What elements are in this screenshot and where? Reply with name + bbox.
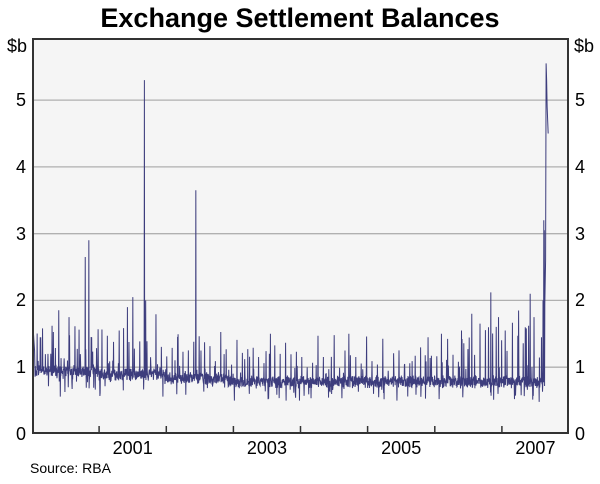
- y-axis-label-left-1: 1: [15, 357, 26, 378]
- y-axis-label-right-2: 2: [575, 290, 586, 311]
- y-axis-unit-right: $b: [574, 36, 595, 56]
- y-axis-label-right-0: 0: [575, 424, 586, 444]
- x-axis-label-2005: 2005: [381, 438, 422, 458]
- x-axis-label-2001: 2001: [112, 438, 153, 458]
- y-axis-label-right-3: 3: [575, 223, 586, 244]
- y-axis-label-left-5: 5: [15, 90, 26, 111]
- y-axis-label-right-4: 4: [575, 156, 586, 177]
- series-line: [31, 63, 549, 402]
- plot-area: [31, 38, 569, 434]
- x-axis-label-2007: 2007: [515, 438, 556, 458]
- y-axis-unit-left: $b: [6, 36, 27, 56]
- y-axis-label-right-5: 5: [575, 90, 586, 111]
- x-axis-label-2003: 2003: [246, 438, 287, 458]
- line-chart-svg: [31, 38, 569, 434]
- y-axis-label-left-3: 3: [15, 223, 26, 244]
- y-axis-label-left-4: 4: [15, 156, 26, 177]
- y-axis-label-left-0: 0: [15, 424, 26, 444]
- y-axis-label-right-1: 1: [575, 357, 586, 378]
- plot-frame: [32, 38, 569, 434]
- chart-title: Exchange Settlement Balances: [100, 3, 500, 33]
- source-note: Source: RBA: [30, 460, 111, 476]
- y-axis-label-left-2: 2: [15, 290, 26, 311]
